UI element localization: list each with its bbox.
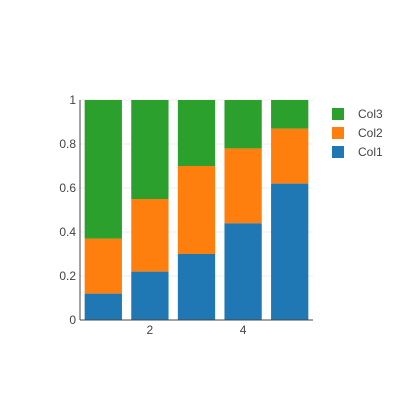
bars-layer <box>84 100 309 320</box>
bar-col2-3 <box>177 166 216 254</box>
legend-swatch <box>332 127 344 139</box>
axes-layer <box>79 100 313 321</box>
bar-col3-5 <box>271 100 309 129</box>
bar-col1-5 <box>271 183 309 320</box>
bar-col2-4 <box>224 148 262 224</box>
legend-item-col1[interactable]: Col1 <box>332 145 383 159</box>
bar-col2-2 <box>131 199 169 272</box>
x-tick-label: 2 <box>147 323 154 337</box>
y-tick-label: 0.8 <box>59 137 76 151</box>
bar-col1-3 <box>177 254 216 320</box>
bar-col3-4 <box>224 100 262 149</box>
bar-col3-3 <box>177 100 216 166</box>
legend-label: Col3 <box>358 107 383 121</box>
bar-col1-2 <box>131 271 169 320</box>
legend-item-col2[interactable]: Col2 <box>332 126 383 140</box>
ticks-layer: 0 0.2 0.4 0.6 0.8 1 2 4 <box>59 93 246 337</box>
y-tick-label: 0.2 <box>59 269 76 283</box>
bar-col3-1 <box>84 100 122 239</box>
bar-col1-4 <box>224 223 262 320</box>
legend-swatch <box>332 146 344 158</box>
legend-label: Col1 <box>358 145 383 159</box>
bar-col3-2 <box>131 100 169 199</box>
legend: Col3 Col2 Col1 <box>332 107 383 159</box>
legend-label: Col2 <box>358 126 383 140</box>
bar-col2-5 <box>271 128 309 184</box>
legend-item-col3[interactable]: Col3 <box>332 107 383 121</box>
bar-col2-1 <box>84 238 122 294</box>
y-tick-label: 0.6 <box>59 181 76 195</box>
y-tick-label: 0 <box>69 313 76 327</box>
x-tick-label: 4 <box>240 323 247 337</box>
y-tick-label: 0.4 <box>59 225 76 239</box>
bar-col1-1 <box>84 293 122 320</box>
legend-swatch <box>332 108 344 120</box>
y-tick-label: 1 <box>69 93 76 107</box>
